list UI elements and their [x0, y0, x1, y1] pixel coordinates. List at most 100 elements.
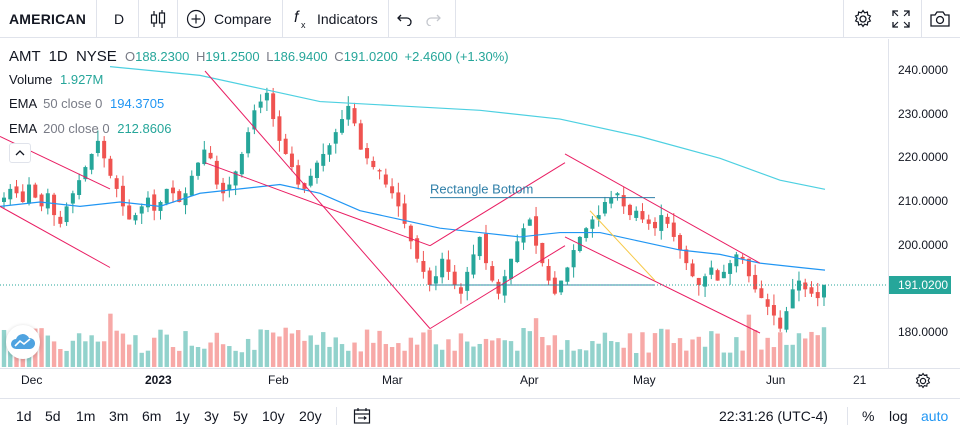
snapshot-button[interactable]	[922, 0, 958, 38]
symbol-search[interactable]: AMERICAN	[9, 11, 87, 27]
legend-ticker: AMT	[9, 48, 41, 65]
volume-bar	[183, 331, 188, 367]
redo-button[interactable]	[425, 0, 441, 38]
volume-bar	[771, 347, 777, 367]
candle-body	[709, 267, 714, 275]
date-range-button[interactable]	[353, 407, 371, 430]
range-5y-button[interactable]: 5y	[233, 408, 248, 424]
range-1m-button[interactable]: 1m	[76, 408, 96, 424]
indicator-lines	[0, 66, 826, 271]
volume-bar	[89, 335, 94, 367]
range-3y-button[interactable]: 3y	[204, 408, 219, 424]
volume-bars	[1, 313, 827, 367]
range-20y-button[interactable]: 20y	[299, 408, 322, 424]
legend-close: 191.0200	[343, 49, 398, 64]
price-axis[interactable]: 240.0000 230.0000 220.0000 210.0000 200.…	[0, 63, 951, 339]
legend-ema50[interactable]: EMA 50 close 0 194.3705	[9, 96, 164, 111]
volume-bar	[709, 331, 714, 367]
candle-body	[302, 183, 307, 189]
candle-body	[58, 216, 63, 224]
auto-scale-toggle[interactable]: auto	[921, 408, 949, 424]
volume-bar	[152, 337, 157, 367]
fullscreen-icon	[892, 10, 910, 28]
volume-bar	[264, 329, 270, 367]
settings-button[interactable]	[845, 0, 881, 38]
indicators-button[interactable]: f x Indicators	[293, 0, 378, 38]
compare-label: Compare	[214, 11, 272, 27]
candle-body	[615, 193, 620, 196]
range-5d-button[interactable]: 5d	[45, 408, 61, 424]
candle-body	[728, 263, 733, 274]
volume-bar	[427, 329, 432, 367]
volume-bar	[715, 333, 720, 367]
candle-body	[408, 225, 413, 242]
fullscreen-button[interactable]	[883, 0, 919, 38]
cloud-chart-icon	[11, 334, 35, 349]
candle-body	[152, 194, 157, 211]
log-scale-toggle[interactable]: log	[889, 408, 908, 424]
annotation-label: Rectangle Bottom	[430, 182, 533, 197]
candle-body	[70, 193, 75, 204]
candle-body	[659, 215, 664, 231]
legend-collapse-button[interactable]	[9, 143, 31, 163]
camera-icon	[930, 11, 950, 27]
candle-body	[321, 153, 326, 166]
compare-button[interactable]: Compare	[186, 0, 272, 38]
volume-bar	[133, 335, 138, 367]
candle-body	[20, 191, 25, 202]
volume-bar	[602, 332, 608, 367]
volume-bar	[740, 350, 745, 367]
price-tick-label: 230.0000	[898, 107, 948, 121]
chart-pane[interactable]: Rectangle Bottom 240.0000 230.0000 220.0…	[0, 39, 960, 369]
range-1d-button[interactable]: 1d	[16, 408, 32, 424]
channel-line	[204, 70, 431, 329]
candle-body	[33, 184, 38, 198]
volume-bar	[139, 352, 144, 367]
legend-ema200[interactable]: EMA 200 close 0 212.8606	[9, 121, 171, 136]
candle-body	[246, 132, 251, 154]
legend-volume[interactable]: Volume 1.927M	[9, 72, 103, 87]
candle-body	[164, 188, 169, 204]
candle-body	[390, 186, 395, 194]
range-3m-button[interactable]: 3m	[109, 408, 129, 424]
volume-bar	[502, 340, 507, 367]
undo-icon	[397, 14, 412, 26]
trend-line	[589, 210, 656, 281]
candle-body	[77, 180, 82, 195]
undo-button[interactable]	[397, 0, 413, 38]
interval-button[interactable]: D	[114, 0, 124, 38]
clock-timezone[interactable]: 22:31:26 (UTC-4)	[719, 408, 828, 424]
legend-interval: 1D	[48, 48, 68, 65]
volume-bar	[652, 333, 658, 367]
candles-icon	[150, 10, 166, 28]
volume-bar	[58, 349, 63, 367]
time-axis[interactable]: Dec 2023 Feb Mar Apr May Jun 21	[0, 369, 960, 398]
volume-bar	[527, 331, 533, 367]
range-1y-button[interactable]: 1y	[175, 408, 190, 424]
percent-scale-toggle[interactable]: %	[862, 408, 875, 424]
time-tick-label: Mar	[382, 373, 403, 387]
candle-body	[64, 206, 69, 223]
channel-line	[564, 236, 761, 334]
range-10y-button[interactable]: 10y	[262, 408, 285, 424]
candle-body	[640, 211, 645, 220]
chart-style-button[interactable]	[148, 0, 168, 38]
candle-body	[684, 249, 689, 264]
candle-body	[715, 270, 720, 281]
legend-ema50-label: EMA	[9, 96, 37, 111]
candle-body	[477, 236, 482, 257]
drawings[interactable]: Rectangle Bottom	[0, 70, 761, 334]
redo-icon	[426, 14, 441, 26]
volume-bar	[421, 332, 426, 367]
logo-badge[interactable]	[6, 325, 40, 359]
volume-bar	[515, 350, 520, 367]
volume-bar	[120, 333, 126, 367]
volume-bar	[727, 352, 733, 367]
toolbar-divider	[96, 0, 97, 38]
candle-body	[177, 191, 182, 202]
price-tick-label: 210.0000	[898, 194, 948, 208]
candle-body	[746, 258, 751, 277]
range-6m-button[interactable]: 6m	[142, 408, 162, 424]
price-chart[interactable]: Rectangle Bottom 240.0000 230.0000 220.0…	[0, 39, 960, 369]
time-axis-settings-button[interactable]	[914, 372, 934, 392]
